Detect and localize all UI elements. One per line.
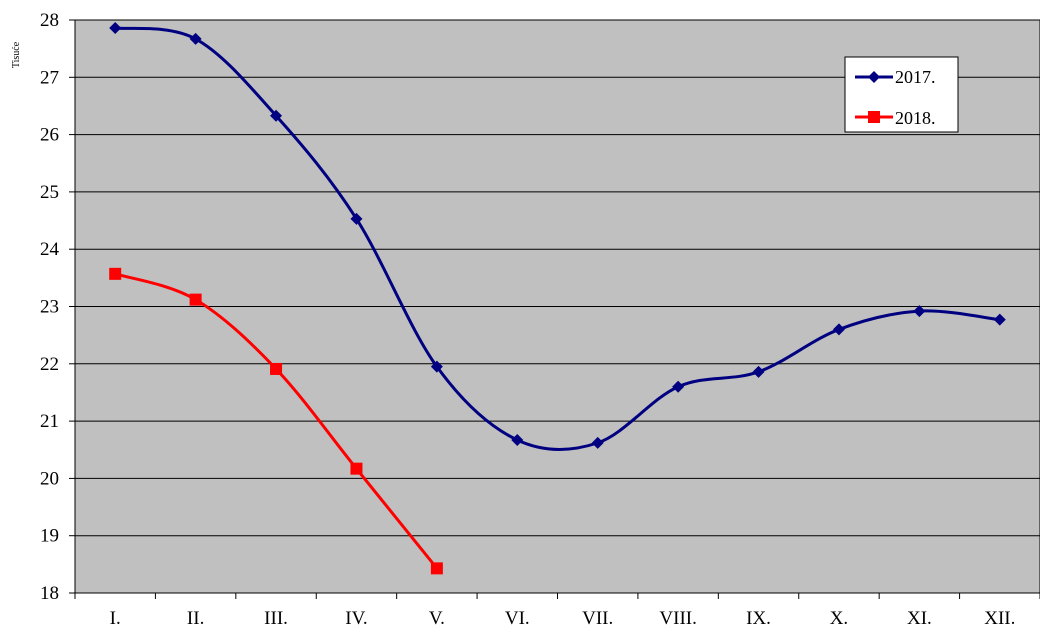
x-tick-label: XII. [984, 608, 1015, 629]
y-axis-ticks: 18 19 20 21 22 23 24 25 26 27 28 [40, 10, 75, 604]
data-point-diamond [270, 109, 283, 122]
data-point-diamond [752, 365, 765, 378]
legend-label-2017: 2017. [895, 67, 936, 87]
data-point-square [430, 562, 443, 575]
x-tick-label: IV. [345, 608, 367, 629]
data-point-diamond [189, 32, 202, 45]
y-tick-label: 26 [40, 125, 59, 146]
y-tick-label: 23 [40, 297, 59, 318]
x-tick-label: VIII. [659, 608, 696, 629]
data-point-diamond [511, 434, 524, 447]
y-tick-label: 25 [40, 182, 59, 203]
data-point-diamond [430, 360, 443, 373]
y-axis-label: Tisuće [11, 41, 22, 68]
y-tick-label: 28 [40, 10, 59, 31]
x-tick-label: VI. [505, 608, 530, 629]
data-point-diamond [591, 436, 604, 449]
legend-label-2018: 2018. [895, 108, 936, 128]
data-point-square [189, 293, 202, 306]
data-point-square [350, 462, 363, 475]
x-tick-label: X. [830, 608, 848, 629]
data-point-square [270, 362, 283, 375]
x-tick-label: IX. [746, 608, 771, 629]
legend-box [844, 56, 959, 133]
data-point-diamond [109, 22, 122, 35]
legend: 2017. 2018. [844, 56, 959, 133]
x-tick-label: VII. [582, 608, 613, 629]
y-tick-label: 21 [40, 411, 59, 432]
x-tick-label: V. [429, 608, 445, 629]
y-tick-label: 22 [40, 354, 59, 375]
data-point-diamond [832, 323, 845, 336]
y-tick-label: 27 [40, 67, 59, 88]
x-axis-ticks: I. II. III. IV. V. VI. VII. VIII. IX. X. XI. XII. [74, 593, 1040, 629]
x-tick-label: I. [110, 608, 121, 629]
y-tick-label: 18 [40, 583, 59, 604]
legend-marker-square [868, 111, 880, 123]
data-point-diamond [993, 313, 1006, 326]
data-point-diamond [672, 380, 685, 393]
y-tick-label: 20 [40, 468, 59, 489]
data-point-diamond [350, 212, 363, 225]
legend-marker-diamond [868, 71, 880, 83]
x-tick-label: II. [187, 608, 204, 629]
y-tick-label: 24 [40, 239, 60, 260]
series-layer [109, 22, 1006, 575]
y-tick-label: 19 [40, 526, 59, 547]
data-point-diamond [913, 305, 926, 318]
x-tick-label: XI. [907, 608, 932, 629]
x-tick-label: III. [264, 608, 288, 629]
data-point-square [109, 267, 122, 280]
